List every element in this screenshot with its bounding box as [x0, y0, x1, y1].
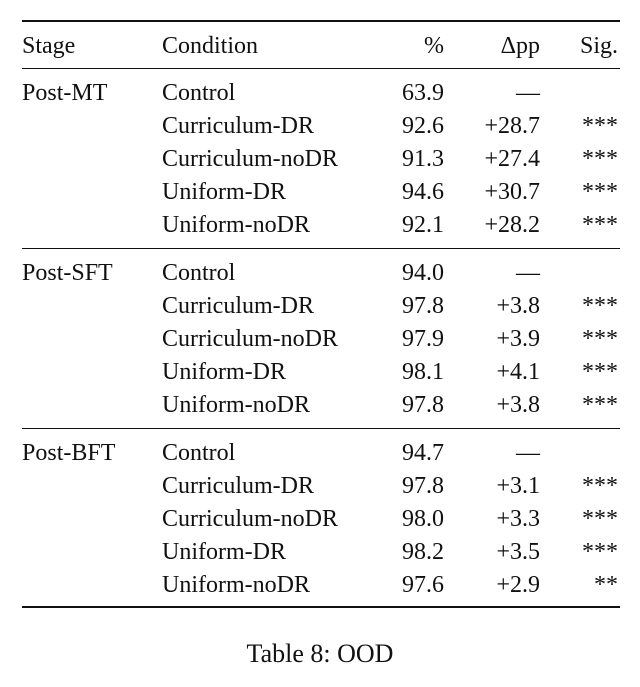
table-caption: Table 8: OOD: [246, 639, 394, 668]
percent-cell: 98.2: [402, 539, 444, 565]
stage-label: Post-BFT: [22, 440, 116, 466]
delta-pp-cell: —: [516, 80, 540, 106]
delta-pp-cell: —: [516, 260, 540, 286]
significance-cell: ***: [582, 473, 618, 499]
condition-cell: Uniform-noDR: [162, 572, 310, 598]
condition-cell: Control: [162, 80, 236, 106]
condition-cell: Control: [162, 260, 236, 286]
significance-cell: ***: [582, 359, 618, 385]
percent-cell: 63.9: [402, 80, 444, 106]
significance-cell: ***: [582, 146, 618, 172]
header-condition: Condition: [162, 33, 259, 59]
percent-cell: 98.0: [402, 506, 444, 532]
delta-pp-cell: +3.8: [496, 293, 540, 319]
significance-cell: ***: [582, 212, 618, 238]
percent-cell: 98.1: [402, 359, 444, 385]
top-rule: [22, 20, 620, 22]
condition-cell: Uniform-noDR: [162, 212, 310, 238]
percent-cell: 97.9: [402, 326, 444, 352]
significance-cell: ***: [582, 539, 618, 565]
percent-cell: 97.8: [402, 293, 444, 319]
condition-cell: Uniform-noDR: [162, 392, 310, 418]
percent-cell: 94.6: [402, 179, 444, 205]
header-percent: %: [424, 33, 444, 59]
condition-cell: Uniform-DR: [162, 359, 286, 385]
group-rule-1: [22, 248, 620, 249]
stage-label: Post-SFT: [22, 260, 113, 286]
significance-cell: **: [594, 572, 618, 598]
delta-pp-cell: +27.4: [484, 146, 540, 172]
condition-cell: Uniform-DR: [162, 539, 286, 565]
condition-cell: Curriculum-noDR: [162, 326, 338, 352]
condition-cell: Curriculum-DR: [162, 473, 314, 499]
percent-cell: 91.3: [402, 146, 444, 172]
delta-pp-cell: +3.3: [496, 506, 540, 532]
percent-cell: 94.7: [402, 440, 444, 466]
delta-pp-cell: +3.8: [496, 392, 540, 418]
delta-pp-cell: +3.9: [496, 326, 540, 352]
stage-label: Post-MT: [22, 80, 108, 106]
percent-cell: 92.1: [402, 212, 444, 238]
header-stage: Stage: [22, 33, 76, 59]
delta-pp-cell: +3.5: [496, 539, 540, 565]
condition-cell: Uniform-DR: [162, 179, 286, 205]
percent-cell: 97.8: [402, 473, 444, 499]
delta-pp-cell: +30.7: [484, 179, 540, 205]
delta-pp-cell: +2.9: [496, 572, 540, 598]
delta-pp-cell: —: [516, 440, 540, 466]
header-significance: Sig.: [579, 33, 618, 59]
condition-cell: Curriculum-DR: [162, 293, 314, 319]
condition-cell: Curriculum-DR: [162, 113, 314, 139]
header-rule: [22, 68, 620, 69]
delta-pp-cell: +28.7: [484, 113, 540, 139]
percent-cell: 97.6: [402, 572, 444, 598]
percent-cell: 92.6: [402, 113, 444, 139]
delta-pp-cell: +28.2: [484, 212, 540, 238]
significance-cell: ***: [582, 113, 618, 139]
significance-cell: ***: [582, 506, 618, 532]
condition-cell: Control: [162, 440, 236, 466]
delta-pp-cell: +3.1: [496, 473, 540, 499]
significance-cell: ***: [582, 326, 618, 352]
significance-cell: ***: [582, 293, 618, 319]
condition-cell: Curriculum-noDR: [162, 506, 338, 532]
header-delta-pp: Δpp: [500, 33, 540, 59]
percent-cell: 94.0: [402, 260, 444, 286]
significance-cell: ***: [582, 392, 618, 418]
percent-cell: 97.8: [402, 392, 444, 418]
significance-cell: ***: [582, 179, 618, 205]
condition-cell: Curriculum-noDR: [162, 146, 338, 172]
bottom-rule: [22, 606, 620, 608]
delta-pp-cell: +4.1: [496, 359, 540, 385]
group-rule-2: [22, 428, 620, 429]
